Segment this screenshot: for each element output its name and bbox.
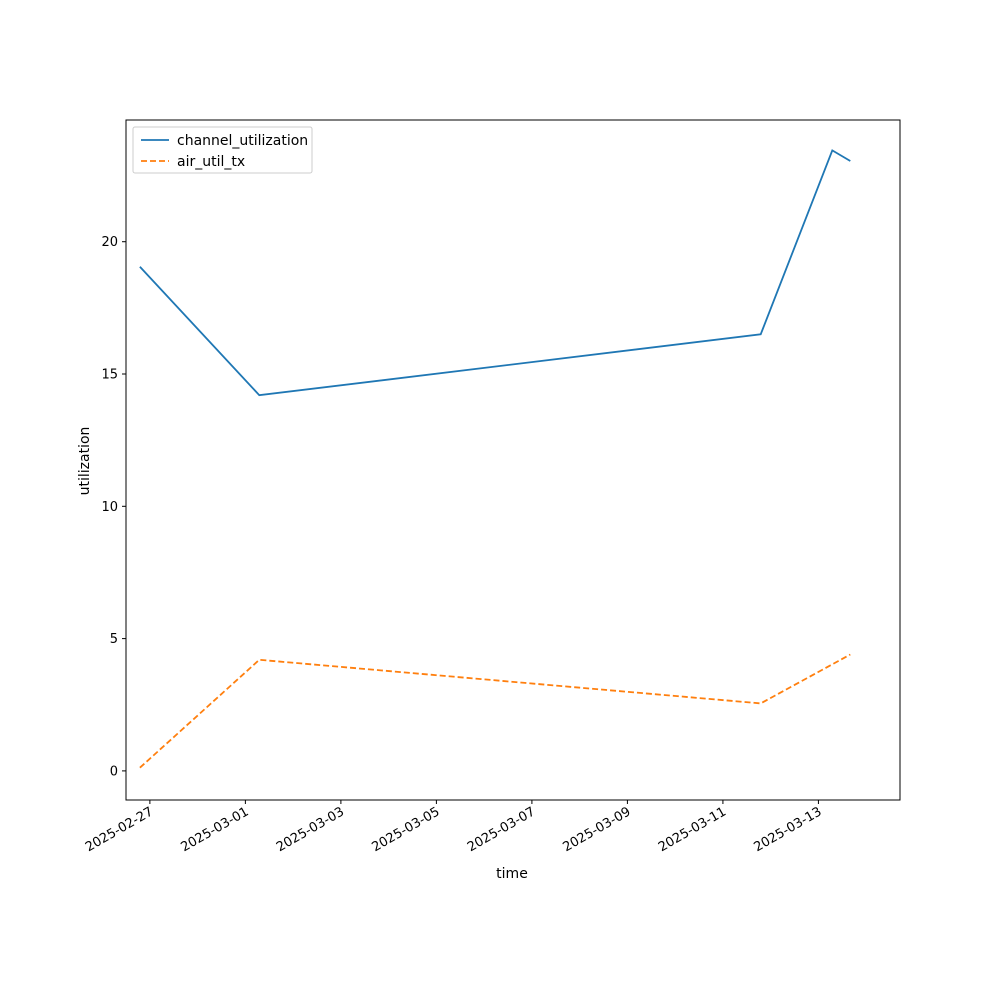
y-tick-label: 20 [101, 235, 118, 250]
y-tick-label: 5 [110, 632, 118, 647]
plot-area [139, 149, 851, 769]
y-tick-label: 10 [101, 500, 118, 515]
legend: channel_utilization air_util_tx [132, 126, 313, 174]
y-tick-label: 0 [110, 764, 118, 779]
legend-label-channel_utilization: channel_utilization [177, 133, 308, 149]
y-axis-title: utilization [77, 427, 93, 496]
series-line-channel_utilization [139, 149, 851, 397]
plot-frame [125, 119, 901, 801]
legend-label-air_util_tx: air_util_tx [177, 154, 245, 170]
y-tick-label: 15 [101, 368, 118, 383]
legend-box [132, 126, 313, 174]
x-axis-title: time [496, 866, 528, 882]
series-line-air_util_tx [139, 653, 851, 769]
